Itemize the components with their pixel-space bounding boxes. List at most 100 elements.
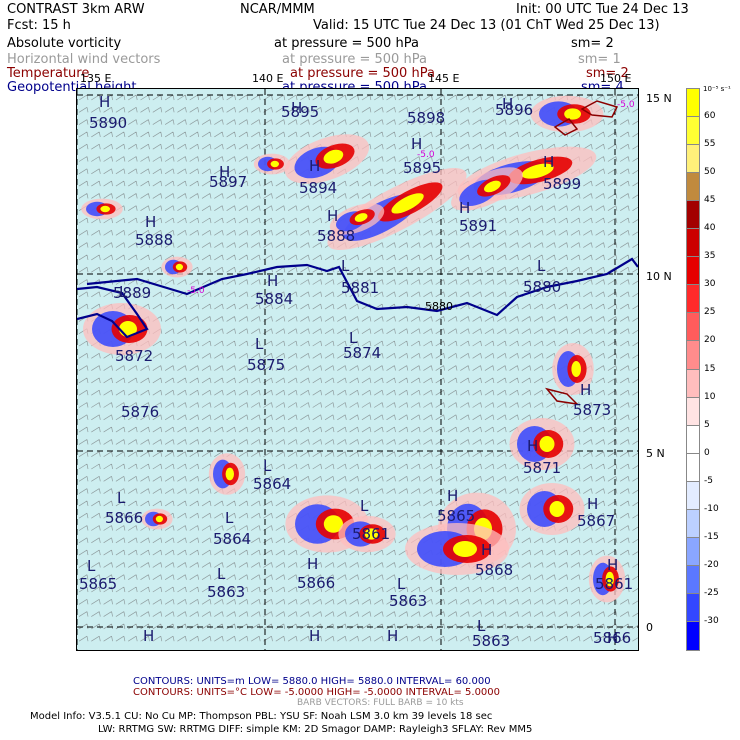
- colorbar-tick-label: -10: [704, 503, 719, 514]
- colorbar-tick-label: -25: [704, 587, 719, 598]
- vorticity-max-core: [605, 571, 614, 587]
- vorticity-max-core: [155, 515, 163, 523]
- high-marker: H: [307, 555, 319, 573]
- temperature-contour-label: -5.0: [417, 150, 435, 160]
- colorbar-swatch: [686, 396, 700, 428]
- high-marker: H: [481, 541, 493, 559]
- height-value-label: 5866: [297, 574, 336, 592]
- map-canvas: [77, 89, 638, 650]
- height-value-label: 5866: [105, 509, 144, 527]
- high-marker: H: [459, 199, 471, 217]
- lat-label-0: 0: [646, 621, 653, 634]
- high-marker: H: [267, 272, 279, 290]
- height-value-label: 5891: [459, 217, 498, 235]
- field-name-vorticity: Absolute vorticity: [7, 36, 122, 51]
- wind-barb-field: [78, 94, 638, 642]
- height-value-label: 5899: [543, 175, 582, 193]
- high-marker: H: [309, 157, 321, 175]
- field-sm-vorticity: sm= 2: [571, 36, 614, 51]
- low-marker: L: [225, 509, 234, 527]
- vorticity-max-core: [521, 163, 554, 179]
- colorbar-tick-label: 20: [704, 335, 716, 346]
- colorbar-tick-label: 0: [704, 447, 710, 458]
- low-marker: L: [537, 257, 546, 275]
- colorbar-tick-label: -30: [704, 615, 719, 626]
- colorbar-swatch: [686, 144, 700, 175]
- colorbar-tick-label: 40: [704, 223, 716, 234]
- map-panel: H 5890 H 5895 5898 H 5896 H 5895 H 5897 H 5894 H 5899 H…: [76, 88, 639, 651]
- colorbar-tick-label: 55: [704, 139, 716, 150]
- colorbar-swatch: [686, 312, 700, 343]
- high-marker: H: [143, 627, 155, 645]
- height-value-label: 5861: [352, 525, 391, 543]
- field-name-wind: Horizontal wind vectors: [7, 52, 161, 67]
- height-value-label: 5867: [577, 512, 616, 530]
- vorticity-max-core: [225, 467, 234, 481]
- high-marker: H: [607, 629, 619, 647]
- height-value-label: 5863: [389, 592, 428, 610]
- high-marker: H: [327, 207, 339, 225]
- low-marker: L: [397, 575, 406, 593]
- height-value-label: 5881: [341, 279, 380, 297]
- colorbar-tick-label: -15: [704, 531, 719, 542]
- colorbar-swatch: [686, 116, 700, 147]
- vorticity-max-core: [354, 213, 368, 222]
- colorbar-swatch: [686, 340, 700, 371]
- low-marker: L: [341, 257, 350, 275]
- lat-label-5n: 5 N: [646, 447, 665, 460]
- height-value-label: 5864: [253, 475, 292, 493]
- contours-height-info: CONTOURS: UNITS=m LOW= 5880.0 HIGH= 5880…: [133, 676, 491, 687]
- model-info: Model Info: V3.5.1 CU: No Cu MP: Thompso…: [30, 711, 493, 722]
- colorbar-swatch: [686, 480, 700, 512]
- height-value-label: 5865: [437, 507, 476, 525]
- vorticity-max-core: [270, 160, 279, 168]
- height-value-label: 5861: [595, 575, 634, 593]
- valid-time: Valid: 15 UTC Tue 24 Dec 13 (01 ChT Wed …: [313, 18, 660, 33]
- high-marker: H: [411, 135, 423, 153]
- vorticity-max-core: [391, 193, 424, 214]
- temperature-contour-label: -5.0: [617, 100, 635, 110]
- height-value-label: 5874: [343, 344, 382, 362]
- lon-label-150: 150 E: [600, 72, 632, 85]
- high-marker: H: [219, 163, 231, 181]
- colorbar-swatch: [686, 200, 700, 231]
- colorbar-swatch: [686, 256, 700, 287]
- high-marker: H: [580, 381, 592, 399]
- colorbar-swatch: [686, 228, 700, 259]
- vorticity-max-core: [571, 361, 581, 377]
- colorbar-tick-label: -20: [704, 559, 719, 570]
- geopotential-contour-5880: [77, 257, 638, 339]
- height-value-label: 5894: [299, 179, 338, 197]
- high-marker: H: [502, 95, 514, 113]
- height-value-label: 5888: [317, 227, 356, 245]
- wind-barbs: [78, 94, 638, 642]
- height-value-label: 5880: [425, 300, 453, 313]
- height-value-label: 5866: [593, 629, 632, 647]
- colorbar-tick-label: 60: [704, 111, 716, 122]
- temperature-contour-label: -5.0: [187, 286, 205, 296]
- height-value-label: 5888: [135, 231, 174, 249]
- low-marker: L: [349, 329, 358, 347]
- vorticity-max-core: [364, 528, 378, 540]
- model-title: CONTRAST 3km ARW: [7, 2, 145, 17]
- low-marker: L: [117, 489, 126, 507]
- height-value-label: 5876: [121, 403, 160, 421]
- colorbar-swatch: [686, 564, 700, 596]
- height-value-label: 5864: [213, 530, 252, 548]
- field-pressure-temperature: at pressure = 500 hPa: [290, 66, 435, 81]
- height-value-label: 5871: [523, 459, 562, 477]
- low-marker: L: [255, 335, 264, 353]
- height-value-label: 5863: [472, 632, 511, 650]
- init-time: Init: 00 UTC Tue 24 Dec 13: [516, 2, 689, 17]
- low-marker: L: [477, 617, 486, 635]
- height-value-label: 5897: [209, 173, 248, 191]
- field-pressure-wind: at pressure = 500 hPa: [282, 52, 427, 67]
- height-value-label: 5875: [247, 356, 286, 374]
- contours-temperature-info: CONTOURS: UNITS=°C LOW= -5.0000 HIGH= -5…: [133, 687, 501, 698]
- colorbar-tick-label: -5: [704, 475, 713, 486]
- vorticity-max-core: [484, 180, 501, 193]
- barb-vectors-info: BARB VECTORS: FULL BARB = 10 kts: [297, 698, 464, 708]
- height-value-label: 5898: [407, 109, 446, 127]
- field-pressure-vorticity: at pressure = 500 hPa: [274, 36, 419, 51]
- high-marker: H: [607, 556, 619, 574]
